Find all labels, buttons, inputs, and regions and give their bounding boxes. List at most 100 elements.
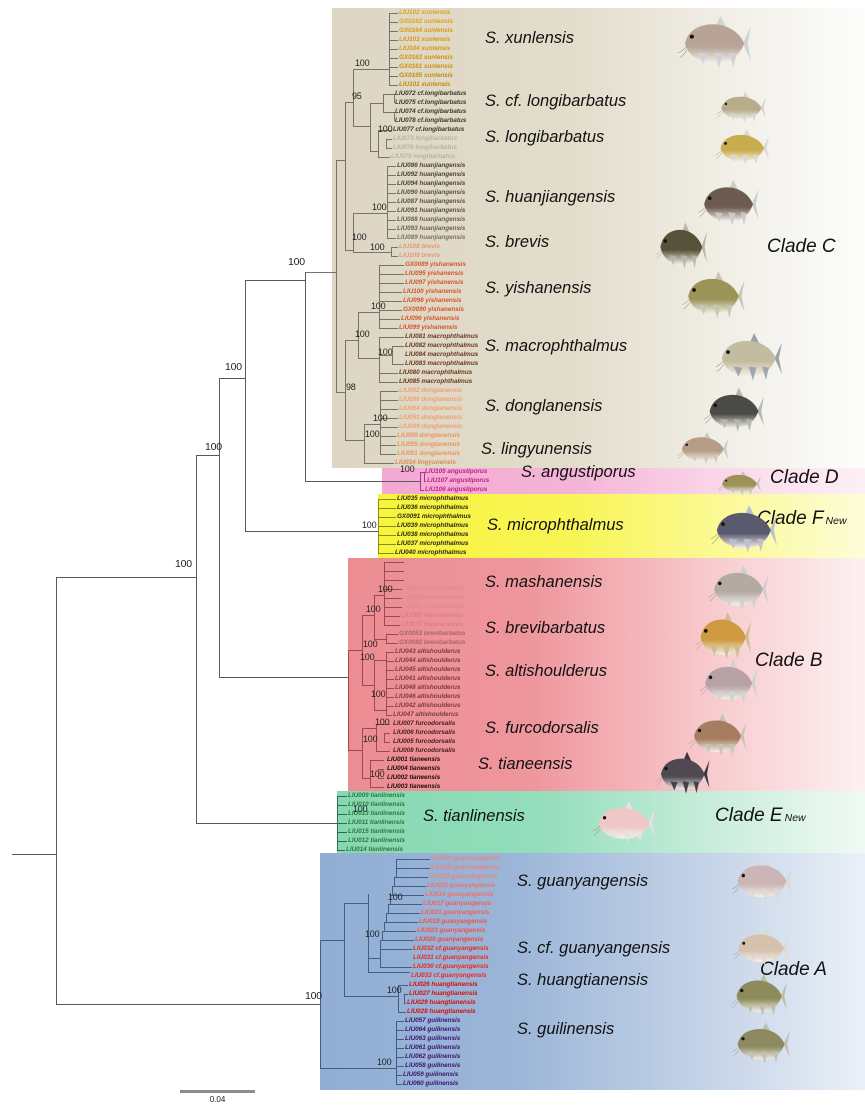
- tip-label: GX0053 brevibarbatus: [399, 630, 466, 637]
- tip-label: LIU021 guanyangensis: [421, 909, 490, 916]
- ventral-fin: [733, 366, 743, 377]
- tip-label: LIU066 mashanensis: [405, 567, 468, 574]
- species-name: S. yishanensis: [485, 279, 592, 297]
- tip-label: LIU053 donglanensis: [399, 414, 462, 421]
- barbels: [718, 485, 724, 492]
- support-value: 100: [378, 124, 393, 134]
- tip-label: LIU062 guilinensis: [405, 1053, 461, 1060]
- tip-label: LIU095 yishanensis: [405, 270, 464, 277]
- ventral-fin: [714, 212, 723, 223]
- barbels: [655, 776, 663, 786]
- tree-branch: [56, 577, 57, 1005]
- clade-panel-B: [348, 558, 865, 792]
- fish-eye: [740, 988, 744, 993]
- fish-photo-huangtianensis: [664, 969, 858, 1021]
- fish-photo-tianlinensis: [520, 793, 732, 851]
- ventral-fin: [682, 781, 689, 794]
- caudal-fin: [648, 809, 655, 837]
- tip-label: LIU004 tianeensis: [387, 765, 441, 772]
- support-value: 100: [377, 1057, 392, 1067]
- tip-label: LIU030 cf.guanyangensis: [413, 963, 489, 970]
- tip-label: LIU042 altishoulderus: [395, 702, 461, 709]
- tip-label: LIU087 huanjiangensis: [397, 198, 466, 205]
- tip-label: LIU043 altishoulderus: [395, 648, 461, 655]
- species-name: S. xunlensis: [485, 29, 574, 47]
- clade-label-text: Clade B: [755, 650, 823, 671]
- ventral-fin: [730, 113, 737, 120]
- caudal-fin: [701, 231, 707, 263]
- species-name: S. cf. guanyangensis: [517, 939, 671, 957]
- tip-label: LIU071 mashanensis: [403, 585, 466, 592]
- species-name: S. angustiporus: [521, 463, 636, 481]
- ventral-fin: [750, 596, 757, 610]
- tip-label: LIU019 guanyangensis: [425, 891, 494, 898]
- tip-label: LIU108 brevis: [399, 243, 440, 250]
- tip-label: LIU088 huanjiangensis: [397, 216, 466, 223]
- tree-branch: [353, 213, 354, 252]
- tip-label: LIU028 huangtianensis: [407, 1008, 476, 1015]
- tip-label: LIU025 guanyangensis: [427, 882, 496, 889]
- fish-eye: [689, 34, 694, 39]
- tip-label: LIU012 tianlinensis: [348, 837, 405, 844]
- tip-label: LIU005 furcodorsalis: [393, 738, 456, 745]
- support-value: 100: [355, 58, 370, 68]
- ventral-fin: [761, 888, 770, 902]
- clade-label-text: Clade A: [760, 959, 827, 980]
- tree-branch: [345, 102, 353, 103]
- tree-branch: [56, 577, 196, 578]
- ventral-fin: [725, 304, 733, 318]
- tip-label: LIU009 tianlinensis: [348, 792, 405, 799]
- barbels: [655, 250, 663, 259]
- tree-branch: [320, 940, 321, 1068]
- tip-label: LIU049 donglanensis: [399, 423, 462, 430]
- tree-branch: [353, 69, 354, 126]
- fish-eye: [713, 403, 718, 408]
- species-name: S. microphthalmus: [487, 516, 624, 534]
- tip-label: LIU083 macrophthalmus: [405, 360, 479, 367]
- species-name: S. furcodorsalis: [485, 719, 599, 737]
- fish-photo-brevibarbatus: [630, 610, 820, 662]
- ventral-fin: [691, 255, 697, 269]
- tip-label: LIU029 huangtianensis: [407, 999, 476, 1006]
- fish-photo-cf-longibarbatus: [638, 84, 848, 130]
- fish-eye: [724, 141, 727, 145]
- support-value: 100: [225, 361, 242, 373]
- tip-label: LIU046 altishoulderus: [395, 693, 461, 700]
- species-name: S. lingyunensis: [481, 440, 592, 458]
- support-value: 100: [375, 717, 390, 727]
- fish-eye: [703, 628, 708, 633]
- fish-eye: [663, 239, 668, 243]
- tip-label: LIU047 altishoulderus: [393, 711, 459, 718]
- support-value: 100: [363, 734, 378, 744]
- tip-label: LIU014 tianlinensis: [346, 846, 403, 853]
- tip-label: LIU058 guilinensis: [405, 1062, 461, 1069]
- clade-panel-D: [382, 468, 865, 496]
- ventral-fin: [740, 690, 747, 704]
- tree-branch: [56, 1004, 320, 1005]
- ventral-fin: [760, 1051, 768, 1064]
- ventral-fin: [762, 366, 769, 381]
- species-name: S. tianlinensis: [423, 807, 525, 825]
- species-name: S. brevibarbatus: [485, 619, 606, 637]
- caudal-fin: [737, 280, 745, 312]
- tip-label: LIU045 altishoulderus: [395, 666, 461, 673]
- caudal-fin: [760, 97, 766, 119]
- tip-label: LIU008 furcodorsalis: [393, 747, 456, 754]
- tip-label: LIU065 mashanensis: [403, 594, 466, 601]
- support-value: 100: [366, 604, 381, 614]
- species-name: S. tianeensis: [478, 755, 573, 773]
- tip-label: LIU089 huanjiangensis: [397, 234, 466, 241]
- tip-label: LIU057 guilinensis: [405, 1017, 461, 1024]
- ventral-fin: [681, 255, 688, 269]
- ventral-fin: [772, 954, 779, 966]
- fish-eye: [708, 675, 713, 680]
- tree-branch: [305, 272, 306, 481]
- support-value: 100: [288, 256, 305, 268]
- fish-photo-macrophthalmus: [640, 326, 862, 388]
- tip-label: LIU101 xunlensis: [399, 81, 451, 88]
- fish-photo-altishoulderus: [628, 655, 833, 709]
- tip-label: LIU044 altishoulderus: [395, 657, 461, 664]
- tree-branch: [370, 103, 371, 151]
- tip-label: LIU016 guanyangensis: [431, 864, 500, 871]
- ventral-fin: [746, 418, 753, 432]
